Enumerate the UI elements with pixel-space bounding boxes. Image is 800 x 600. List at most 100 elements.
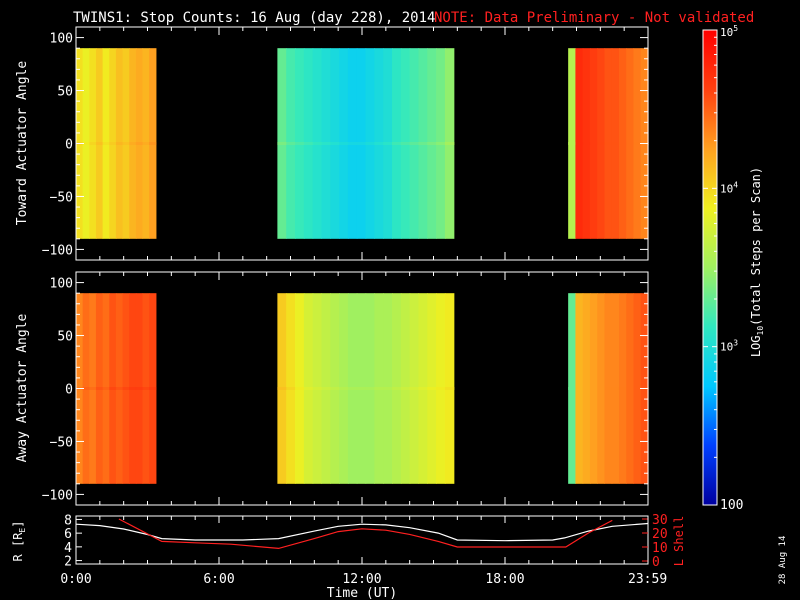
x-tick-label: 12:00 <box>342 572 381 587</box>
heat-equator-cell <box>611 142 620 145</box>
heat-equator-cell <box>89 142 97 145</box>
heat-equator-cell <box>392 387 402 390</box>
colorbar-tick-label-0: 105 <box>720 24 738 39</box>
heat-equator-cell <box>330 142 340 145</box>
heat-equator-cell <box>444 142 455 145</box>
heat-equator-cell <box>418 387 428 390</box>
heat-equator-cell <box>321 142 331 145</box>
orbit-panel-frame <box>75 515 649 565</box>
y-tick-label: 0 <box>65 138 73 153</box>
colorbar-gradient <box>703 30 717 505</box>
heat-equator-cell <box>95 142 104 145</box>
heat-equator-cell <box>295 387 305 390</box>
heat-equator-cell <box>436 387 446 390</box>
x-tick-label: 23:59 <box>628 572 667 587</box>
heat-equator-cell <box>115 387 124 390</box>
colorbar-frame <box>702 29 718 506</box>
colorbar-tick-label-2: 103 <box>720 339 738 354</box>
heat-equator-cell <box>604 142 613 145</box>
heat-equator-cell <box>277 142 287 145</box>
heat-equator-cell <box>95 387 104 390</box>
heat-equator-cell <box>575 387 584 390</box>
heat-equator-cell <box>312 142 323 145</box>
x-axis-label: Time (UT) <box>327 586 397 600</box>
lshell-tick-label: 20 <box>652 527 668 542</box>
orbit-lines <box>75 518 649 550</box>
x-tick-label: 0:00 <box>60 572 91 587</box>
y-tick-label: −50 <box>50 190 73 205</box>
heat-equator-cell <box>582 387 591 390</box>
heat-equator-cell <box>409 387 420 390</box>
heat-equator-cell <box>347 387 358 390</box>
r-tick-label: 4 <box>64 541 72 556</box>
heat-equator-cell <box>286 142 296 145</box>
heat-equator-cell <box>295 142 305 145</box>
y-tick-label: −100 <box>42 488 73 503</box>
heat-equator-cell <box>115 142 124 145</box>
heat-equator-cell <box>303 142 314 145</box>
heat-equator-cell <box>122 142 130 145</box>
heat-equator-cell <box>589 387 598 390</box>
heat-equator-cell <box>142 142 150 145</box>
lshell-tick-label: 10 <box>652 541 668 556</box>
heat-equator-cell <box>633 387 642 390</box>
y-tick-label: 100 <box>50 277 73 292</box>
heat-equator-cell <box>286 387 296 390</box>
heat-equator-cell <box>356 142 367 145</box>
colorbar-tick-label-3: 100 <box>720 498 743 513</box>
heat-equator-cell <box>149 387 157 390</box>
heat-equator-cell <box>626 142 635 145</box>
heat-equator-cell <box>392 142 402 145</box>
y-tick-label: 50 <box>57 330 73 345</box>
heat-equator-cell <box>597 142 606 145</box>
heat-equator-cell <box>321 387 331 390</box>
heat-equator-cell <box>109 387 117 390</box>
colorbar-ticks: 105 104 103 100 <box>703 24 743 513</box>
heat-equator-cell <box>374 387 384 390</box>
heat-equator-cell <box>135 387 144 390</box>
heat-equator-cell <box>303 387 314 390</box>
heat-equator-cell <box>330 387 340 390</box>
heat-equator-cell <box>365 387 375 390</box>
away-heatmap <box>76 272 649 505</box>
heat-equator-cell <box>82 142 90 145</box>
heat-equator-cell <box>436 142 446 145</box>
heat-equator-cell <box>597 387 606 390</box>
heat-equator-cell <box>618 142 627 145</box>
x-tick-label: 18:00 <box>485 572 524 587</box>
heat-equator-cell <box>347 142 358 145</box>
heat-equator-cell <box>383 387 393 390</box>
colorbar-label: LOG10(Total Steps per Scan) <box>749 167 765 357</box>
r-tick-label: 8 <box>64 513 72 528</box>
heat-equator-cell <box>339 142 349 145</box>
heat-equator-cell <box>568 142 577 145</box>
heat-equator-cell <box>277 387 287 390</box>
y-tick-label: 50 <box>57 85 73 100</box>
toward-heatmap <box>76 27 649 260</box>
heat-equator-cell <box>611 387 620 390</box>
heat-equator-cell <box>129 387 137 390</box>
heat-equator-cell <box>365 142 375 145</box>
heat-equator-cell <box>444 387 455 390</box>
heat-equator-cell <box>589 142 598 145</box>
heat-equator-cell <box>633 142 642 145</box>
heat-equator-cell <box>582 142 591 145</box>
heat-equator-cell <box>400 142 411 145</box>
heat-equator-cell <box>149 142 157 145</box>
heat-equator-cell <box>618 387 627 390</box>
heat-equator-cell <box>427 142 437 145</box>
y-tick-label: −100 <box>42 243 73 258</box>
heat-equator-cell <box>356 387 367 390</box>
y-tick-label: −50 <box>50 435 73 450</box>
generation-date-stamp: 28 Aug 14 <box>778 536 788 585</box>
heat-equator-cell <box>102 142 110 145</box>
away-y-axis: 100 50 0 −50 −100 <box>42 272 649 505</box>
colorbar-tick-label-1: 104 <box>720 180 738 195</box>
lshell-axis-label: L Shell <box>672 516 686 567</box>
heat-equator-cell <box>122 387 130 390</box>
x-tick-label: 6:00 <box>203 572 234 587</box>
heat-equator-cell <box>135 142 144 145</box>
heat-equator-cell <box>129 142 137 145</box>
lshell-tick-label: 30 <box>652 513 668 528</box>
